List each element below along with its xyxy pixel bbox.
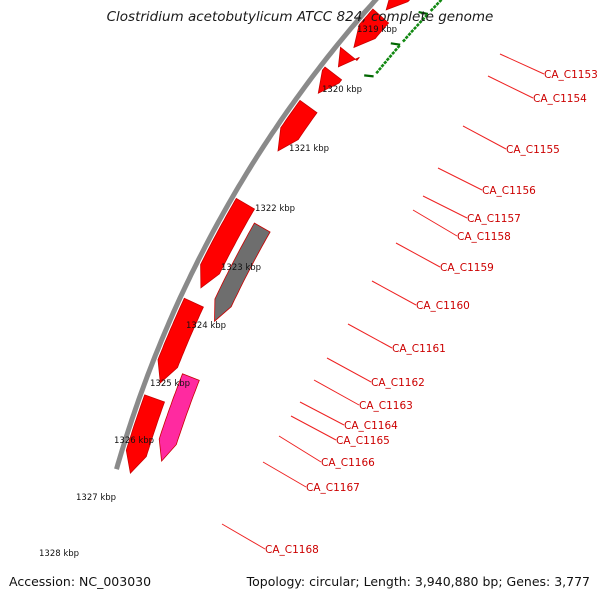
gene-arrow — [385, 0, 411, 11]
ruler-label: 1328 kbp — [39, 549, 79, 559]
leader-line — [499, 53, 545, 75]
inner-tick — [412, 26, 418, 31]
accession-text: Accession: NC_003030 — [9, 574, 152, 589]
gene-arrow-pink — [158, 373, 200, 463]
backbone-arc — [114, 0, 379, 470]
inner-tick — [383, 60, 388, 65]
inner-tick — [390, 42, 401, 46]
inner-tick — [388, 54, 393, 59]
gene-arrow — [353, 8, 390, 49]
leader-line — [278, 435, 322, 463]
leader-line — [462, 125, 507, 150]
leader-line — [395, 242, 441, 268]
inner-tick — [421, 16, 426, 21]
gene-label: CA_C1160 — [416, 300, 470, 312]
inner-tick — [410, 29, 415, 34]
inner-tick — [393, 47, 398, 52]
inner-tick — [396, 44, 401, 49]
gene-label: CA_C1157 — [467, 213, 521, 225]
gene-label: CA_C1158 — [457, 231, 511, 243]
leader-line — [299, 401, 345, 426]
gene-arrow — [337, 46, 360, 68]
ruler-label: 1327 kbp — [76, 493, 116, 503]
map-title: Clostridium acetobutylicum ATCC 824, com… — [106, 9, 494, 25]
inner-tick — [364, 74, 374, 78]
inner-tick — [404, 35, 409, 40]
gene-label: CA_C1165 — [336, 435, 390, 447]
leader-line — [487, 75, 534, 99]
gene-label: CA_C1166 — [321, 457, 375, 469]
inner-tick — [424, 13, 429, 18]
leader-line — [221, 523, 266, 550]
gene-arrow — [200, 197, 256, 289]
ruler-label: 1324 kbp — [186, 321, 226, 331]
ruler-label: 1321 kbp — [289, 144, 329, 154]
leader-line — [262, 461, 307, 488]
gene-label: CA_C1168 — [265, 544, 319, 556]
gene-label: CA_C1167 — [306, 482, 360, 494]
topology-text: Topology: circular; Length: 3,940,880 bp… — [246, 574, 590, 589]
leader-line — [422, 195, 468, 219]
leader-line — [412, 209, 458, 237]
gene-arrow-gray — [214, 222, 271, 323]
inner-tick — [418, 11, 429, 15]
inner-tick — [385, 57, 390, 62]
inner-tick — [435, 1, 440, 6]
leader-line — [371, 280, 417, 306]
gene-track — [125, 0, 411, 475]
gene-label: CA_C1162 — [371, 377, 425, 389]
gene-label: CA_C1154 — [533, 93, 587, 105]
gene-arrow — [277, 99, 318, 152]
ruler-label: 1319 kbp — [357, 25, 397, 35]
ruler-label: 1320 kbp — [322, 85, 362, 95]
gene-labels: CA_C1153 CA_C1154 CA_C1155 CA_C1156 CA_C1157… — [265, 69, 598, 556]
leader-line — [290, 415, 337, 441]
leader-line — [437, 167, 483, 191]
gene-arrow — [317, 66, 343, 94]
ruler-label: 1322 kbp — [255, 204, 295, 214]
inner-tick — [438, 0, 443, 3]
leader-line — [326, 357, 372, 383]
gene-label: CA_C1163 — [359, 400, 413, 412]
inner-tick — [377, 66, 382, 71]
gene-label: CA_C1155 — [506, 144, 560, 156]
inner-tick — [391, 50, 396, 56]
gene-arrow — [125, 394, 166, 475]
inner-tick — [415, 22, 420, 28]
inner-tick — [429, 7, 434, 12]
ruler-label: 1325 kbp — [150, 379, 190, 389]
inner-tick — [432, 4, 437, 9]
ruler-label: 1323 kbp — [221, 263, 261, 273]
gene-label: CA_C1164 — [344, 420, 398, 432]
inner-ruler-ticks — [364, 0, 443, 78]
leader-lines — [221, 53, 545, 550]
leader-line — [313, 379, 360, 406]
gene-arrow — [157, 297, 204, 384]
inner-tick — [380, 63, 385, 68]
backbone — [114, 0, 379, 470]
inner-tick — [407, 32, 412, 37]
inner-tick — [418, 19, 423, 24]
gene-label: CA_C1153 — [544, 69, 598, 81]
gene-label: CA_C1156 — [482, 185, 536, 197]
ruler-label: 1326 kbp — [114, 436, 154, 446]
gene-label: CA_C1159 — [440, 262, 494, 274]
ruler-labels: 1319 kbp 1320 kbp 1321 kbp 1322 kbp 1323 kbp… — [39, 25, 397, 559]
leader-line — [347, 323, 393, 349]
inner-tick — [401, 38, 407, 43]
gene-label: CA_C1161 — [392, 343, 446, 355]
inner-tick — [375, 70, 380, 75]
